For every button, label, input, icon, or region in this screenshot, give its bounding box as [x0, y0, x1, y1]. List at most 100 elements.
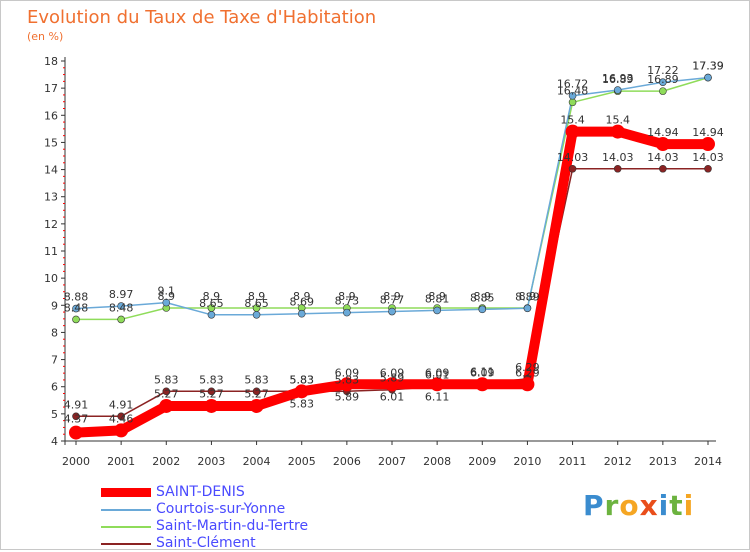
data-point: [204, 398, 219, 413]
x-tick-label: 2003: [197, 455, 225, 468]
x-tick-labels: 2000 2001 2002 2003 2004 2005 2006 2007 2008 2009…: [62, 455, 722, 468]
data-label: 8.85: [470, 291, 495, 304]
data-point: [249, 398, 264, 413]
data-label: 16.93: [602, 72, 634, 85]
data-point: [568, 91, 577, 100]
x-tick-label: 2009: [468, 455, 496, 468]
data-label: 6.09: [380, 366, 405, 379]
x-tick-label: 2005: [288, 455, 316, 468]
x-tick-label: 2010: [513, 455, 541, 468]
data-label: 16.89: [602, 73, 634, 86]
y-tick-label: 16: [44, 109, 58, 122]
y-tick-label: 10: [44, 272, 58, 285]
data-label: 14.03: [647, 151, 679, 164]
data-point: [114, 423, 129, 438]
data-label: 15.4: [605, 114, 630, 127]
data-label: 6.09: [335, 366, 360, 379]
data-label: 8.65: [244, 297, 269, 310]
data-label: 8.9: [203, 290, 221, 303]
data-label: 6.29: [515, 366, 540, 379]
data-label: 8.9: [248, 290, 266, 303]
legend-label: Courtois-sur-Yonne: [156, 501, 286, 517]
x-tick-label: 2004: [243, 455, 271, 468]
data-label: 8.73: [335, 295, 360, 308]
x-tick-label: 2000: [62, 455, 90, 468]
data-point: [207, 310, 216, 319]
data-label: 8.9: [519, 290, 537, 303]
data-label: 17.22: [647, 64, 679, 77]
x-tick-label: 2008: [423, 455, 451, 468]
chart-axes: [61, 57, 716, 445]
data-label: 5.27: [244, 387, 269, 400]
data-label: 6.09: [470, 366, 495, 379]
data-label: 8.77: [380, 294, 405, 307]
x-tick-label: 2006: [333, 455, 361, 468]
data-label: 8.89: [515, 290, 540, 303]
x-tick-label: 2007: [378, 455, 406, 468]
data-point: [117, 412, 125, 421]
data-point: [478, 305, 487, 314]
data-label: 5.27: [199, 387, 224, 400]
data-point: [520, 377, 535, 392]
data-point: [659, 78, 667, 86]
data-label: 8.88: [64, 291, 89, 304]
data-label: 6.09: [425, 366, 450, 379]
data-point: [433, 306, 441, 315]
data-point: [117, 302, 125, 310]
y-tick-label: 5: [51, 408, 58, 421]
y-tick-label: 7: [51, 354, 58, 367]
x-tick-label: 2002: [152, 455, 180, 468]
data-label: 16.72: [557, 78, 589, 91]
data-point: [701, 137, 715, 152]
data-label: 5.83: [289, 397, 314, 410]
y-tick-label: 15: [44, 136, 58, 149]
data-label: 6.11: [470, 366, 495, 379]
data-point: [613, 86, 622, 94]
data-label: 5.83: [289, 373, 314, 386]
data-point: [343, 308, 351, 317]
data-point: [159, 398, 174, 413]
y-tick-label: 9: [51, 299, 58, 312]
data-point: [388, 307, 396, 316]
y-tick-label: 18: [44, 55, 58, 68]
data-label: 9.1: [158, 285, 176, 298]
chart-title: Evolution du Taux de Taxe d'Habitation: [27, 7, 377, 28]
data-point: [162, 298, 171, 307]
data-point: [523, 304, 532, 313]
data-label: 8.9: [383, 290, 401, 303]
x-tick-label: 2014: [694, 455, 722, 468]
data-label: 17.39: [692, 60, 724, 73]
data-point: [704, 164, 712, 173]
x-tick-label: 2011: [559, 455, 587, 468]
data-label: 14.94: [692, 126, 724, 139]
data-point: [568, 164, 577, 173]
legend-swatch: [101, 488, 151, 497]
data-point: [613, 164, 622, 173]
data-label: 5.83: [154, 373, 179, 386]
y-tick-label: 6: [51, 381, 58, 394]
chart-subtitle: (en %): [27, 30, 64, 43]
data-label: 8.65: [199, 297, 224, 310]
data-point: [252, 310, 261, 319]
data-label: 14.03: [602, 151, 634, 164]
data-label: 6.29: [515, 361, 540, 374]
series-points: [69, 73, 715, 440]
data-label: 5.83: [335, 373, 360, 386]
data-point: [72, 412, 80, 421]
proxiti-logo: Proxiti: [583, 489, 695, 522]
data-point: [72, 315, 80, 324]
data-label: 14.03: [692, 151, 724, 164]
data-label: 5.83: [199, 373, 224, 386]
x-tick-label: 2012: [604, 455, 632, 468]
data-label: 16.89: [647, 73, 679, 86]
data-label: 4.46: [109, 412, 134, 425]
data-point: [430, 377, 445, 392]
data-label: 8.9: [428, 290, 446, 303]
data-label: 14.03: [557, 151, 589, 164]
data-label: 17.39: [692, 60, 724, 73]
data-label: 8.69: [289, 296, 314, 309]
data-point: [162, 387, 171, 396]
data-label: 8.9: [158, 290, 176, 303]
